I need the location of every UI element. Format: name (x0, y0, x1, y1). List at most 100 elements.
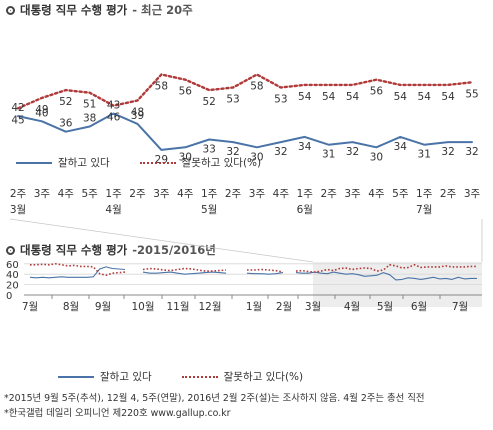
month-tick-label: 3월 (305, 301, 321, 313)
month-label: 7월 (416, 204, 432, 216)
bottom-title-main: 대통령 직무 수행 평가 (20, 243, 128, 257)
disapprove-data-label: 54 (394, 91, 408, 103)
disapprove-data-label: 52 (59, 96, 72, 108)
footnotes: *2015년 9월 5주(추석), 12월 4, 5주(연말), 2016년 2… (4, 391, 425, 421)
bottom-legend: 잘하고 있다 잘못하고 있다(%) (58, 369, 303, 384)
footnote-1: *2015년 9월 5주(추석), 12월 4, 5주(연말), 2016년 2… (4, 393, 425, 404)
approve-data-label: 30 (179, 151, 192, 163)
disapprove-data-label: 58 (250, 81, 263, 93)
x-tick-label: 2주 (225, 188, 242, 200)
approve-swatch (58, 375, 94, 378)
disapprove-data-label: 54 (418, 91, 432, 103)
target-bullet-icon (6, 5, 15, 15)
disapprove-data-label: 53 (274, 94, 287, 106)
disapprove-series-line (16, 73, 474, 110)
top-legend-disapprove: 잘못하고 있다(%) (181, 157, 262, 169)
month-label: 3월 (10, 204, 26, 216)
approve-series-segment (246, 272, 284, 275)
disapprove-data-label: 54 (298, 91, 312, 103)
approve-data-label: 31 (322, 149, 335, 161)
disapprove-data-label: 55 (465, 88, 478, 100)
approve-data-label: 32 (226, 146, 239, 158)
approve-series-segment (295, 271, 477, 281)
bottom-legend-approve: 잘하고 있다 (100, 371, 152, 383)
footnote-2: *한국갤럽 데일리 오피니언 제220호 www.gallup.co.kr (4, 408, 231, 419)
x-tick-label: 2주 (129, 188, 146, 200)
disapprove-data-label: 56 (370, 86, 384, 98)
month-label: 5월 (201, 204, 217, 216)
disapprove-data-label: 49 (35, 104, 48, 116)
month-tick-label: 2월 (276, 301, 292, 313)
x-tick-label: 1주 (297, 188, 314, 200)
disapprove-data-label: 56 (179, 86, 193, 98)
y-tick-label: 0 (6, 291, 12, 302)
x-tick-label: 2주 (10, 188, 27, 200)
x-tick-label: 3주 (464, 188, 481, 200)
x-tick-label: 5주 (392, 188, 409, 200)
x-tick-label: 4주 (58, 188, 75, 200)
disapprove-data-label: 46 (107, 112, 121, 124)
x-tick-label: 1주 (201, 188, 218, 200)
approve-data-label: 38 (83, 113, 96, 125)
approve-data-label: 36 (59, 118, 73, 130)
approve-data-label: 33 (202, 144, 215, 156)
disapprove-data-label: 53 (226, 94, 239, 106)
disapprove-series-segment (247, 268, 284, 273)
approve-data-label: 32 (346, 146, 359, 158)
x-tick-label: 5주 (82, 188, 99, 200)
disapprove-data-label: 54 (346, 91, 360, 103)
x-tick-label: 3주 (344, 188, 361, 200)
disapprove-swatch (139, 161, 176, 164)
disapprove-data-label: 51 (83, 99, 96, 111)
top-legend: 잘하고 있다 잘못하고 있다(%) (16, 155, 261, 170)
x-tick-label: 2주 (320, 188, 337, 200)
month-label: 4월 (105, 204, 121, 216)
disapprove-series-segment (142, 267, 227, 272)
disapprove-data-label: 54 (441, 91, 455, 103)
x-tick-label: 2주 (440, 188, 457, 200)
month-tick-label: 8월 (63, 301, 79, 313)
approve-data-label: 30 (250, 151, 263, 163)
disapprove-series-segment (295, 263, 477, 273)
approve-series-segment (29, 266, 126, 279)
approve-data-label: 39 (131, 110, 144, 122)
disapprove-data-label: 58 (155, 81, 168, 93)
x-tick-label: 4주 (177, 188, 194, 200)
top-title-main: 대통령 직무 수행 평가 (20, 3, 128, 17)
top-x-axis: 2주 3주 4주 5주 1주 2주 3주 4주 1주 2주 3주 4주 1주 2주 3주 4주 5주 1주 2주 3주… (10, 188, 481, 216)
bottom-title-subtitle: -2015/2016년 (132, 243, 216, 257)
approve-data-label: 34 (394, 141, 408, 153)
month-tick-label: 6월 (411, 301, 427, 313)
top-legend-approve: 잘하고 있다 (58, 157, 110, 169)
disapprove-data-label: 54 (322, 91, 336, 103)
approve-data-label: 34 (298, 141, 312, 153)
bottom-chart-title: 대통령 직무 수행 평가 -2015/2016년 (6, 242, 216, 258)
top-title-subtitle: - 최근 20주 (132, 3, 193, 17)
x-tick-label: 4주 (368, 188, 385, 200)
zoom-connector-line (9, 218, 314, 263)
approve-data-label: 32 (274, 146, 287, 158)
y-tick-label: 40 (6, 270, 19, 281)
approve-data-label: 31 (418, 149, 431, 161)
month-tick-label: 12월 (198, 301, 221, 313)
approve-series-segment (142, 271, 227, 275)
disapprove-series-segment (30, 262, 126, 276)
month-tick-label: 5월 (377, 301, 393, 313)
approve-series-line (17, 112, 473, 151)
month-tick-label: 1월 (246, 301, 262, 313)
x-tick-label: 1주 (105, 188, 122, 200)
approve-data-label: 43 (107, 100, 120, 112)
disapprove-data-label: 48 (131, 107, 144, 119)
target-bullet-icon (6, 245, 15, 255)
month-tick-label: 7월 (452, 301, 468, 313)
x-tick-label: 4주 (273, 188, 290, 200)
month-label: 6월 (297, 204, 313, 216)
month-tick-label: 11월 (166, 301, 189, 313)
bottom-legend-disapprove: 잘못하고 있다(%) (223, 371, 304, 383)
x-tick-label: 3주 (249, 188, 266, 200)
approve-data-label: 42 (11, 102, 24, 114)
month-tick-label: 7월 (22, 301, 38, 313)
top-chart-title: 대통령 직무 수행 평가 - 최근 20주 (6, 2, 193, 18)
